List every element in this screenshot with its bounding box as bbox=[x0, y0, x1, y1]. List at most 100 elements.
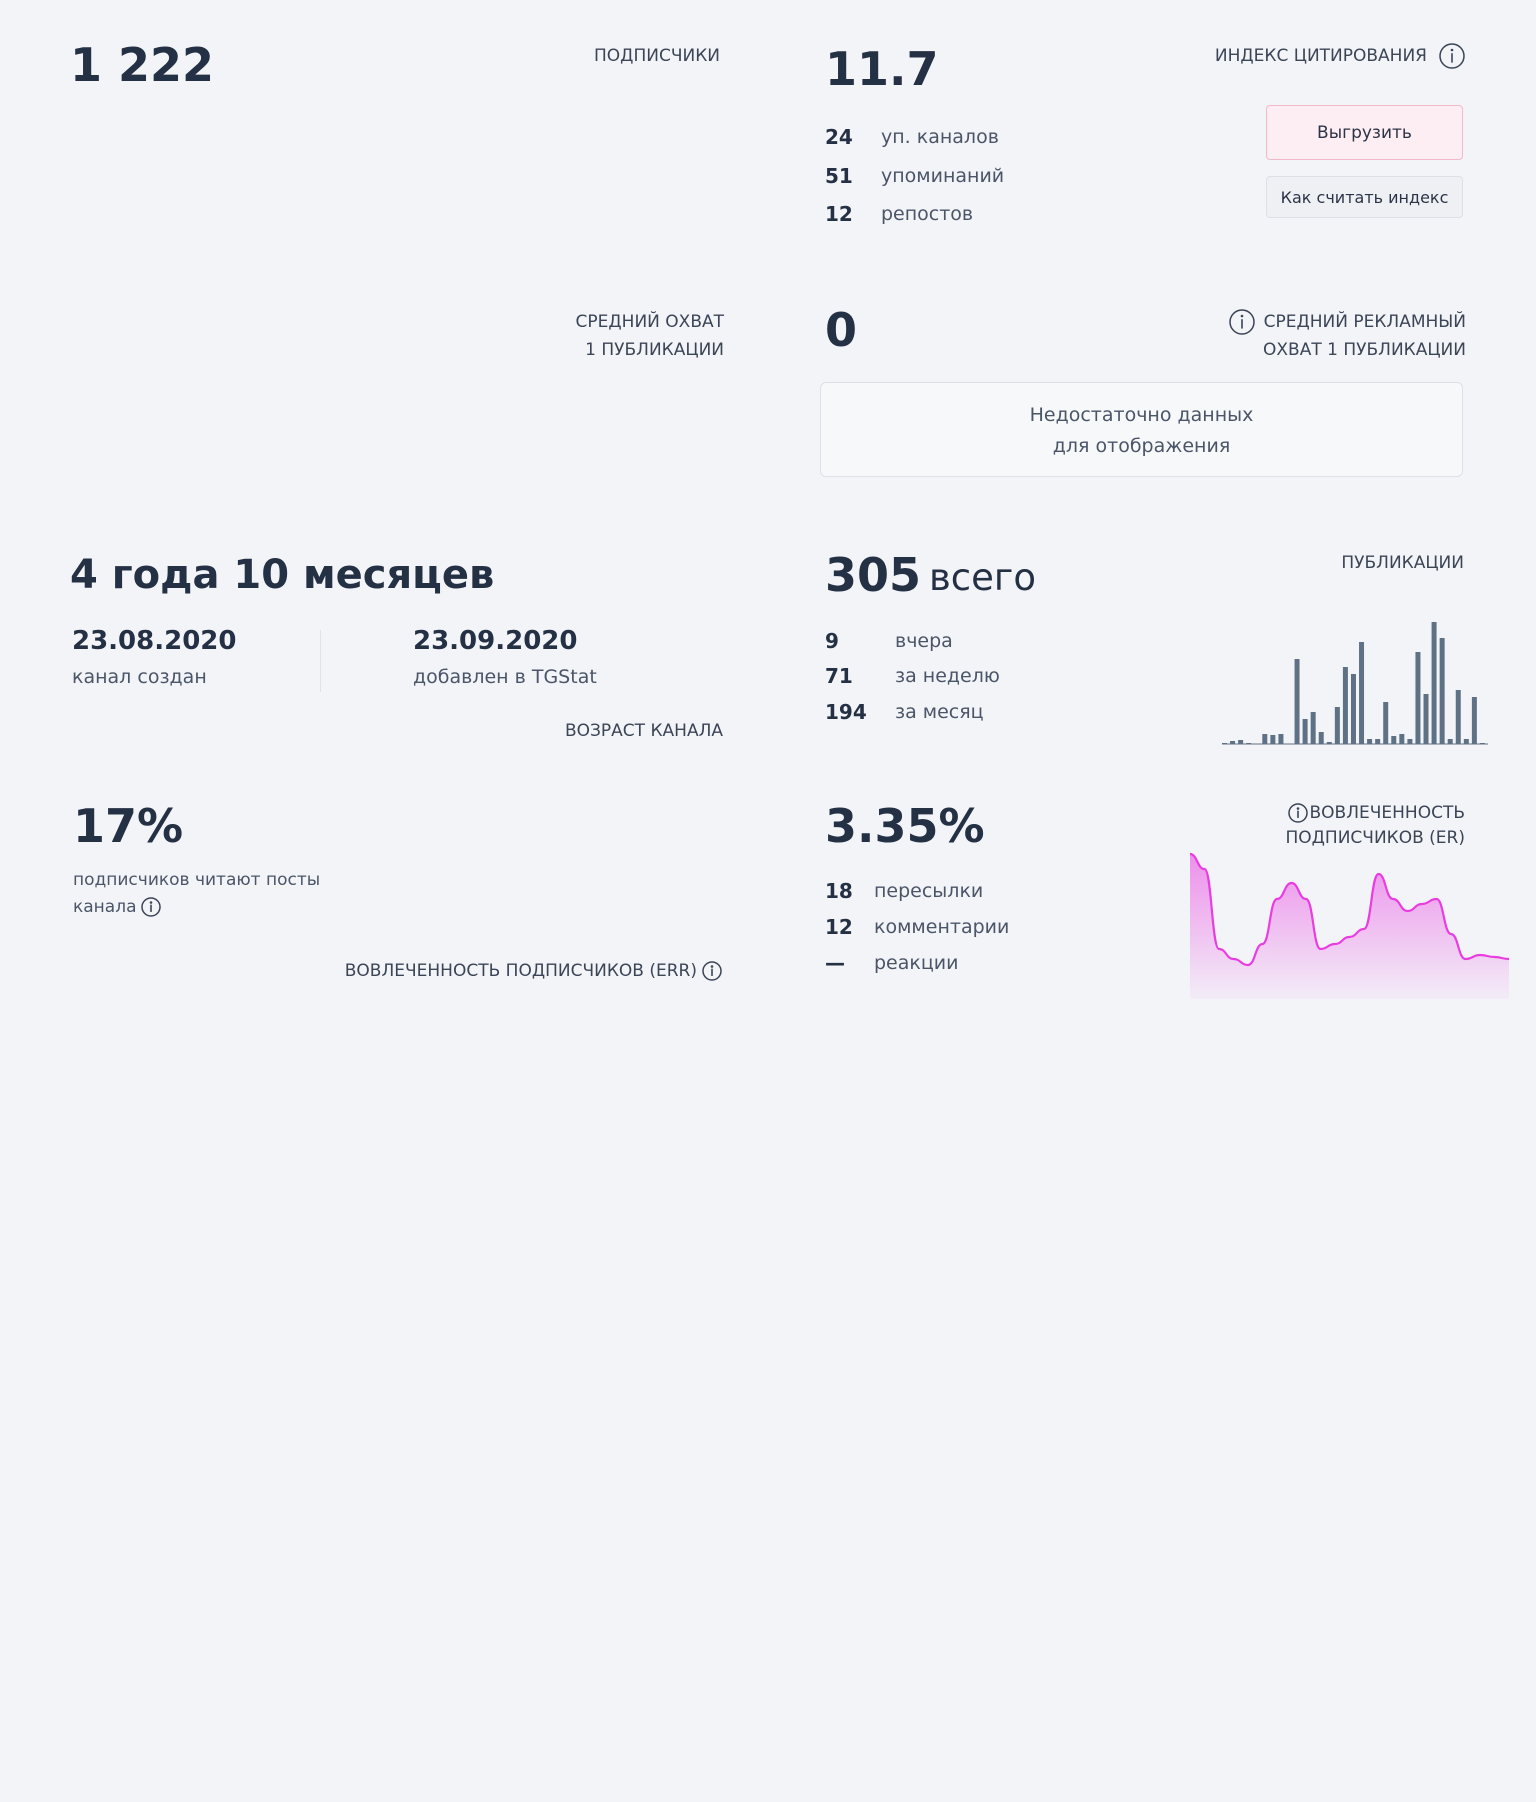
info-icon bbox=[1229, 309, 1255, 335]
big-number: 305 bbox=[825, 548, 922, 603]
row-text: вчера bbox=[895, 629, 953, 652]
bar bbox=[1375, 739, 1381, 744]
row-text: за неделю bbox=[895, 664, 1000, 687]
bar bbox=[1222, 743, 1227, 744]
bar bbox=[1359, 642, 1365, 744]
icon-dot bbox=[1296, 807, 1300, 810]
card-label: ВОВЛЕЧЕННОСТЬ bbox=[1309, 802, 1466, 823]
row-text: упоминаний bbox=[881, 164, 1005, 187]
button[interactable]: Выгрузить bbox=[1266, 105, 1463, 160]
dashboard: 1 222 ПОДПИСЧИКИ 11.7 ИНДЕКС ЦИТИРОВАНИЯ 24 у… bbox=[0, 0, 1510, 999]
card bbox=[0, 1358, 727, 1580]
bar bbox=[1310, 712, 1316, 744]
row-number: 12 bbox=[825, 202, 853, 226]
row-text: комментарии bbox=[874, 915, 1010, 938]
bar bbox=[1270, 735, 1276, 744]
date: 23.09.2020 bbox=[413, 626, 578, 657]
big-number: 11.7 bbox=[825, 42, 939, 97]
row-number: 24 bbox=[825, 125, 853, 149]
big-number: 3.35% bbox=[825, 799, 985, 854]
card-label: СРЕДНИЙ ОХВАТ bbox=[575, 311, 724, 332]
bar bbox=[1479, 743, 1485, 744]
big-number-suffix: всего bbox=[929, 555, 1036, 599]
card-label: ВОВЛЕЧЕННОСТЬ ПОДПИСЧИКОВ (ERR) bbox=[344, 960, 697, 981]
bar bbox=[1431, 622, 1437, 744]
row-number: 9 bbox=[825, 629, 839, 653]
bar bbox=[1423, 694, 1429, 744]
bar bbox=[1350, 674, 1356, 744]
icon-circle bbox=[1229, 309, 1255, 335]
bar bbox=[1367, 739, 1373, 744]
row-text: пересылки bbox=[874, 879, 984, 902]
card-label: ИНДЕКС ЦИТИРОВАНИЯ bbox=[1214, 45, 1427, 66]
big-number: 17% bbox=[73, 799, 184, 854]
row-text: реакции bbox=[874, 951, 959, 974]
notice-text: для отображения bbox=[1052, 434, 1231, 457]
info-icon bbox=[1288, 803, 1308, 823]
card bbox=[0, 0, 727, 236]
bar bbox=[1246, 743, 1252, 744]
big-number: 1 222 bbox=[70, 38, 215, 93]
date: 23.08.2020 bbox=[72, 626, 237, 657]
card-label: ВОЗРАСТ КАНАЛА bbox=[564, 720, 723, 741]
card-label: ПОДПИСЧИКОВ (ER) bbox=[1285, 827, 1465, 848]
bar bbox=[1278, 734, 1284, 744]
bar bbox=[1463, 739, 1469, 744]
info-icon bbox=[141, 897, 161, 917]
bar bbox=[1383, 702, 1389, 744]
row-text: репостов bbox=[881, 202, 974, 225]
info-icon bbox=[1439, 43, 1465, 69]
bar bbox=[1334, 707, 1340, 744]
er-line bbox=[1189, 852, 1510, 967]
bar bbox=[1230, 741, 1236, 744]
bar bbox=[1342, 667, 1348, 744]
bar bbox=[1447, 739, 1453, 744]
row-number: 71 bbox=[825, 664, 853, 688]
row-number: 18 bbox=[825, 879, 853, 903]
icon-circle bbox=[141, 897, 161, 917]
row-number: — bbox=[825, 951, 845, 975]
card-label: 1 ПУБЛИКАЦИИ bbox=[585, 339, 724, 360]
card bbox=[0, 1135, 727, 1358]
notice-box bbox=[820, 382, 1463, 477]
icon-dot bbox=[1240, 314, 1244, 318]
notice-text: Недостаточно данных bbox=[1029, 403, 1254, 426]
bar bbox=[1326, 742, 1332, 744]
bar bbox=[1439, 638, 1445, 744]
big-number: 0 bbox=[825, 303, 858, 358]
description: канала bbox=[73, 896, 137, 917]
bar bbox=[1302, 719, 1308, 744]
description: подписчиков читают посты bbox=[73, 869, 321, 890]
info-icon bbox=[702, 961, 722, 981]
row-text: за месяц bbox=[895, 700, 984, 723]
row-number: 12 bbox=[825, 915, 853, 939]
bar bbox=[1415, 652, 1421, 744]
er-area bbox=[1190, 854, 1509, 999]
row-text: уп. каналов bbox=[881, 125, 999, 148]
card bbox=[0, 1580, 727, 1802]
bar bbox=[1391, 736, 1397, 744]
icon-circle bbox=[702, 961, 722, 981]
button[interactable]: Как считать индекс bbox=[1266, 176, 1463, 218]
bar bbox=[1471, 697, 1477, 744]
bar bbox=[1294, 659, 1300, 744]
row-number: 194 bbox=[825, 700, 867, 724]
bar bbox=[1238, 740, 1244, 744]
icon-dot bbox=[710, 965, 714, 968]
bar bbox=[1455, 690, 1461, 744]
divider bbox=[320, 630, 321, 692]
card-label: ПОДПИСЧИКИ bbox=[594, 45, 720, 66]
row-number: 51 bbox=[825, 164, 853, 188]
bar bbox=[1318, 732, 1324, 744]
bar bbox=[1399, 734, 1405, 744]
icon-circle bbox=[1288, 803, 1308, 823]
icon-dot bbox=[149, 901, 153, 904]
icon-circle bbox=[1439, 43, 1465, 69]
card-label: ПУБЛИКАЦИИ bbox=[1341, 552, 1464, 573]
bar bbox=[1262, 734, 1268, 744]
icon-dot bbox=[1450, 48, 1454, 52]
date-label: канал создан bbox=[72, 665, 207, 688]
date-label: добавлен в TGStat bbox=[413, 665, 597, 688]
card-label: СРЕДНИЙ РЕКЛАМНЫЙ bbox=[1263, 311, 1466, 332]
card-label: ОХВАТ 1 ПУБЛИКАЦИИ bbox=[1263, 339, 1466, 360]
